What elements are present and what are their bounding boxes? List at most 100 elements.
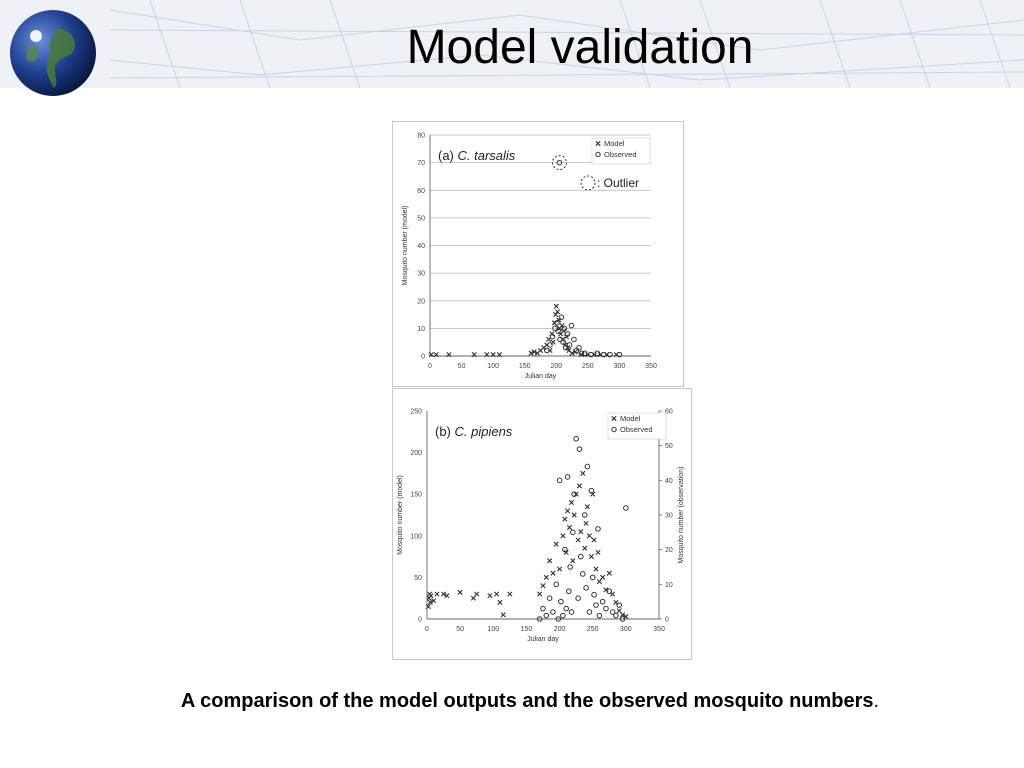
observed-point xyxy=(564,331,571,337)
model-point-stroke-2 xyxy=(600,574,606,580)
globe-icon xyxy=(10,10,96,96)
model-point-stroke-2 xyxy=(569,350,575,356)
model-point xyxy=(537,591,543,597)
y-tick-label: 20 xyxy=(417,298,425,305)
model-point-stroke-2 xyxy=(507,591,513,597)
model-point-stroke-2 xyxy=(570,558,576,564)
observed-point xyxy=(571,336,577,343)
model-point-stroke-2 xyxy=(457,589,463,595)
observed-point xyxy=(576,344,582,351)
observed-point xyxy=(568,609,575,615)
model-point-stroke-2 xyxy=(596,578,602,585)
model-point xyxy=(444,593,450,599)
outlier-ring xyxy=(551,155,567,171)
model-point xyxy=(434,591,440,597)
model-point-stroke-2 xyxy=(583,520,589,526)
observed-point xyxy=(595,526,601,532)
model-point-stroke-2 xyxy=(584,504,591,510)
y-tick-label: 10 xyxy=(417,326,425,333)
model-point-stroke-2 xyxy=(576,483,583,489)
y2-tick-label: 60 xyxy=(665,409,673,416)
model-point xyxy=(586,533,592,539)
x-axis-title: Julian day xyxy=(525,373,557,380)
y2-tick-label: 50 xyxy=(665,443,673,450)
model-point xyxy=(563,549,569,556)
observed-point xyxy=(581,512,588,518)
observed-point xyxy=(547,342,553,348)
observed-point xyxy=(552,325,558,332)
model-point-stroke-2 xyxy=(553,303,559,309)
model-point xyxy=(595,549,601,556)
observed-point xyxy=(616,602,623,608)
model-point xyxy=(496,352,503,358)
observed-point xyxy=(561,325,568,332)
x-tick-label: 0 xyxy=(428,363,432,370)
model-point xyxy=(433,352,439,358)
model-point xyxy=(507,591,513,597)
observed-point xyxy=(566,342,573,348)
model-point-stroke-2 xyxy=(564,508,571,514)
model-point xyxy=(554,309,561,315)
x-tick-label: 250 xyxy=(587,626,599,633)
model-point-stroke-2 xyxy=(553,541,559,547)
slide-title: Model validation xyxy=(406,21,754,74)
model-point-stroke-2 xyxy=(595,549,601,556)
model-point xyxy=(568,499,575,506)
observed-point xyxy=(558,598,564,605)
observed-point xyxy=(546,595,553,601)
model-point-stroke-2 xyxy=(553,311,559,318)
model-point-stroke-2 xyxy=(470,595,476,601)
model-point-stroke-2 xyxy=(588,554,594,560)
model-point xyxy=(457,589,463,595)
x-tick-label: 350 xyxy=(653,626,665,633)
model-point xyxy=(494,591,500,597)
model-point-stroke-2 xyxy=(497,599,503,605)
model-point-stroke-2 xyxy=(580,470,586,476)
species-name: C. pipiens xyxy=(455,424,513,439)
chart-pipiens: 0 50 100 150 200 250 0 10 20 30 40 50 60 0 50 100 150 200… xyxy=(397,409,685,644)
model-point xyxy=(470,595,476,601)
model-point xyxy=(576,483,583,489)
model-point-stroke-2 xyxy=(496,352,503,358)
observed-point xyxy=(581,350,588,357)
y-tick-label: 30 xyxy=(417,271,425,278)
observed-point xyxy=(566,588,572,595)
observed-point xyxy=(599,598,606,605)
model-point-stroke-2 xyxy=(528,350,534,356)
slide-caption: A comparison of the model outputs and th… xyxy=(0,690,1024,713)
model-point xyxy=(584,504,591,510)
observed-point xyxy=(576,446,583,452)
y2-tick-label: 0 xyxy=(665,617,669,624)
model-point-stroke-2 xyxy=(593,566,599,572)
model-point xyxy=(490,352,496,358)
model-point-stroke-2 xyxy=(484,352,490,358)
observed-point xyxy=(550,609,556,615)
model-point-stroke-2 xyxy=(446,352,452,358)
y-tick-label: 250 xyxy=(410,409,422,416)
y2-tick-label: 30 xyxy=(665,513,673,520)
legend-label: Model xyxy=(604,139,625,148)
x-tick-label: 50 xyxy=(458,363,466,370)
model-point-stroke-2 xyxy=(586,533,592,539)
model-point-stroke-2 xyxy=(575,537,581,543)
legend-marker-o xyxy=(595,151,601,158)
model-point-stroke-2 xyxy=(547,558,553,564)
model-point xyxy=(566,524,573,531)
x-tick-label: 300 xyxy=(614,363,626,370)
outlier-key-ring xyxy=(580,175,596,191)
model-point xyxy=(583,520,589,526)
model-point xyxy=(427,599,433,605)
model-point xyxy=(578,529,584,535)
model-point xyxy=(560,533,566,539)
x-tick-label: 250 xyxy=(582,363,594,370)
x-tick-label: 200 xyxy=(550,363,562,370)
model-point xyxy=(428,352,434,358)
x-tick-label: 0 xyxy=(425,626,429,633)
legend-label: Observed xyxy=(620,425,653,434)
x-tick-label: 100 xyxy=(487,626,499,633)
y-tick-label: 0 xyxy=(421,354,425,361)
legend-label: Observed xyxy=(604,150,637,159)
observed-point xyxy=(549,333,556,340)
observed-point xyxy=(564,474,571,480)
model-point xyxy=(553,541,559,547)
